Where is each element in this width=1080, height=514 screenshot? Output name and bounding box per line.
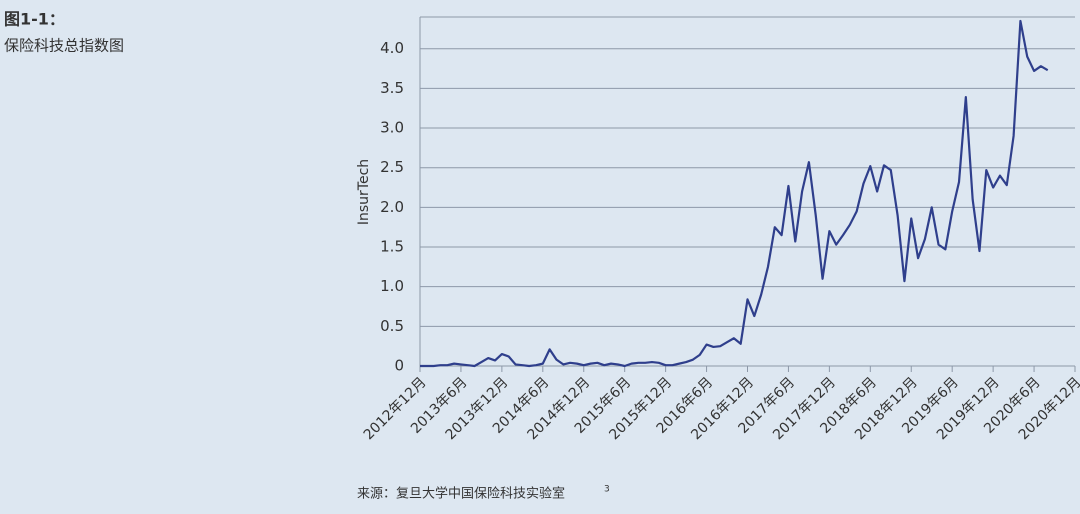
y-tick-label: 0	[394, 357, 404, 375]
y-tick-label: 1.0	[380, 277, 404, 295]
y-axis-label: InsurTech	[356, 159, 372, 225]
y-tick-label: 4.0	[380, 39, 404, 57]
data-line	[420, 19, 1049, 368]
y-tick-label: 2.5	[380, 158, 404, 176]
source-note: 3	[604, 485, 610, 495]
y-tick-label: 1.5	[380, 238, 404, 256]
chart-title: 图1-1：	[4, 10, 65, 29]
source: 来源：复旦大学中国保险科技实验室	[357, 486, 565, 502]
y-tick-label: 0.5	[380, 317, 404, 335]
y-tick-label: 3.0	[380, 119, 404, 137]
chart-subtitle: 保险科技总指数图	[4, 37, 124, 55]
y-tick-label: 3.5	[380, 79, 404, 97]
y-tick-label: 2.0	[380, 198, 404, 216]
